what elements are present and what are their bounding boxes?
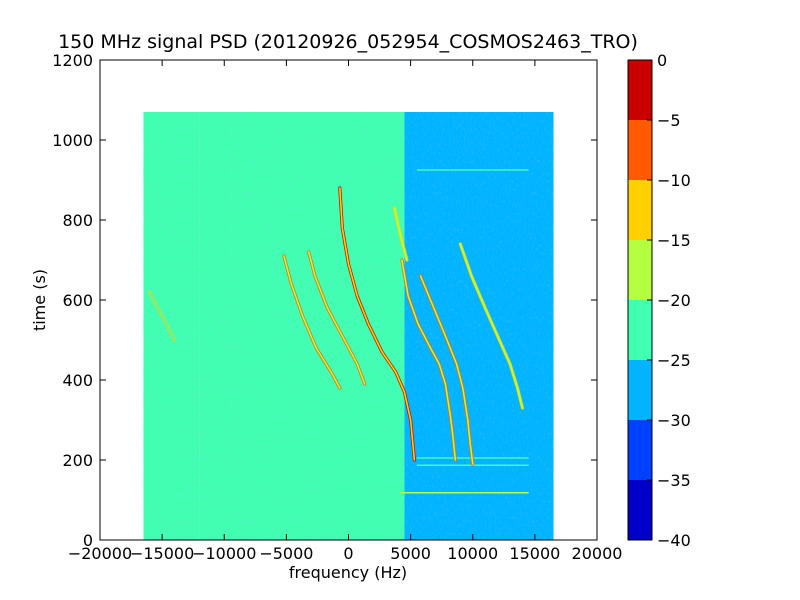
y-tick-label: 0 — [83, 531, 93, 550]
signal-trace — [339, 187, 416, 461]
colorbar-tick-label: −25 — [657, 351, 691, 370]
y-axis: 0 200 400 600 800 1000 1200 — [52, 51, 597, 550]
colorbar-tick-label: −20 — [657, 291, 691, 310]
colorbar-segment — [628, 60, 652, 120]
colorbar-segment — [628, 240, 652, 300]
colorbar-tick-label: −5 — [657, 111, 681, 130]
colorbar-tick-label: −10 — [657, 171, 691, 190]
y-tick-label: 800 — [62, 211, 93, 230]
y-tick-label: 400 — [62, 371, 93, 390]
x-axis-label: frequency (Hz) — [289, 563, 407, 582]
plot-area — [99, 59, 598, 541]
heatmap-noise — [143, 112, 554, 540]
signal-trace — [393, 207, 408, 261]
y-tick-label: 1000 — [52, 131, 93, 150]
signal-trace — [283, 255, 341, 389]
colorbar-segment — [628, 180, 652, 240]
colorbar-tick-label: −15 — [657, 231, 691, 250]
colorbar-segment — [628, 300, 652, 360]
x-axis: −20000−15000−10000 −5000 0 5000 10000 15000 20… — [68, 60, 623, 563]
x-tick-label: 5000 — [390, 544, 431, 563]
colorbar-tick-label: −30 — [657, 411, 691, 430]
signal-trace — [459, 243, 524, 409]
x-tick-label: 20000 — [572, 544, 623, 563]
y-tick-label: 600 — [62, 291, 93, 310]
x-tick-label: 0 — [343, 544, 353, 563]
y-tick-label: 200 — [62, 451, 93, 470]
colorbar: 0 −5 −10 −15 −20 −25 −30 −35 −40 — [627, 51, 691, 550]
y-axis-label: time (s) — [30, 269, 49, 331]
signal-trace — [419, 275, 474, 465]
signal-trace — [307, 251, 366, 385]
x-tick-label: −20000 — [68, 544, 132, 563]
signal-trace — [148, 291, 176, 341]
x-tick-label: −5000 — [259, 544, 313, 563]
chart-title: 150 MHz signal PSD (20120926_052954_COSM… — [58, 31, 638, 53]
y-tick-label: 1200 — [52, 51, 93, 70]
signal-trace — [401, 259, 457, 461]
x-tick-label: −10000 — [192, 544, 256, 563]
x-tick-label: −15000 — [130, 544, 194, 563]
colorbar-segment — [628, 120, 652, 180]
colorbar-segment — [628, 480, 652, 540]
x-tick-label: 10000 — [447, 544, 498, 563]
colorbar-tick-label: −40 — [657, 531, 691, 550]
colorbar-segment — [628, 360, 652, 420]
colorbar-tick-label: 0 — [657, 51, 667, 70]
x-tick-label: 15000 — [509, 544, 560, 563]
colorbar-tick-label: −35 — [657, 471, 691, 490]
colorbar-segment — [628, 420, 652, 480]
